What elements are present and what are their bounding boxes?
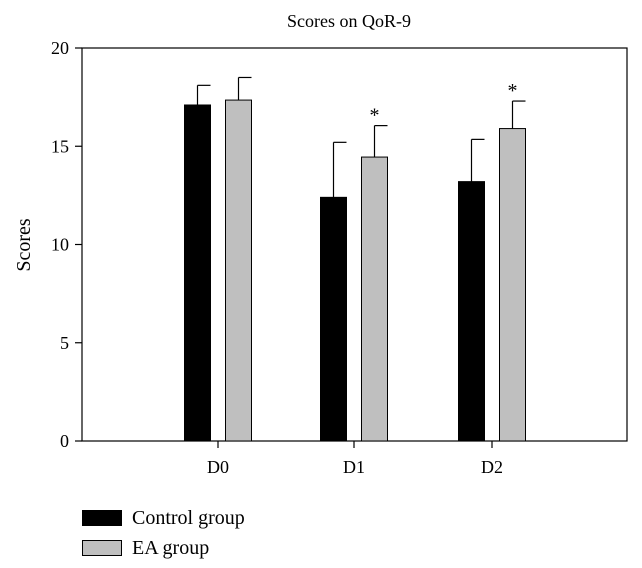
x-tick-label: D1: [343, 457, 365, 477]
legend-item-control: Control group: [82, 503, 245, 533]
bars-layer: **: [184, 76, 526, 442]
bar: [458, 181, 485, 442]
plot-area-frame: [81, 47, 628, 442]
legend-label-ea: EA group: [132, 536, 210, 559]
x-tick-label: D2: [481, 457, 503, 477]
bar: [225, 99, 252, 442]
y-axis-label: Scores: [13, 218, 35, 272]
legend-swatch-ea: [82, 540, 122, 556]
bar: [184, 104, 211, 442]
y-tick-label: 10: [51, 235, 69, 255]
chart-title: Scores on QoR-9: [287, 11, 411, 31]
legend-label-control: Control group: [132, 506, 245, 529]
legend-swatch-control: [82, 510, 122, 526]
y-axis-ticks: 0 5 10 15 20: [51, 38, 82, 451]
y-tick-label: 0: [60, 431, 69, 451]
bar: [320, 196, 347, 442]
bar: [499, 128, 526, 442]
x-tick-label: D0: [207, 457, 229, 477]
y-tick-label: 5: [60, 333, 69, 353]
y-tick-label: 20: [51, 38, 69, 58]
bar: [361, 156, 388, 442]
significance-marker: *: [370, 105, 380, 127]
y-tick-label: 15: [51, 136, 69, 156]
significance-marker: *: [508, 80, 518, 102]
legend-item-ea: EA group: [82, 533, 245, 563]
legend: Control group EA group: [82, 503, 245, 563]
x-axis-ticks: D0 D1 D2: [207, 441, 503, 477]
